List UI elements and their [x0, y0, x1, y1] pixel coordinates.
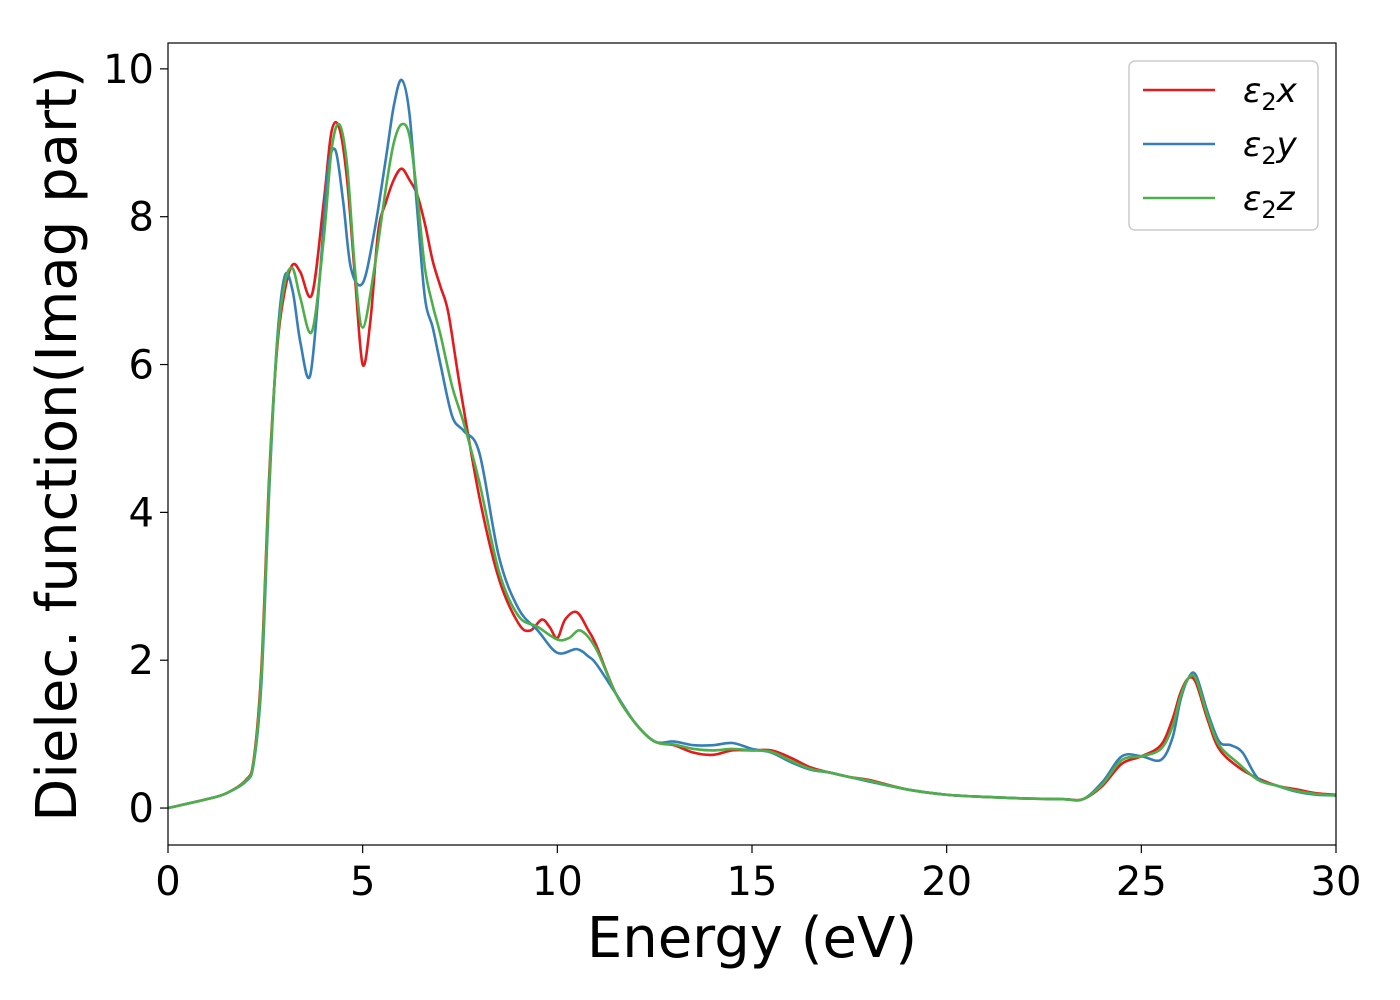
series-line-y: [167, 78, 1337, 810]
legend-label-x: ε2x: [1243, 71, 1298, 116]
y-tick-label: 2: [129, 638, 154, 684]
x-axis-ticks: 0 5 10 15 20 25 30: [155, 845, 1361, 905]
y-axis-ticks: 0 2 4 6 8 10: [103, 47, 168, 832]
series-layer: [167, 78, 1337, 810]
y-axis-label: Dielec. function(Imag part): [25, 66, 90, 822]
legend-label-y: ε2y: [1243, 125, 1298, 170]
legend-label-z: ε2z: [1243, 179, 1296, 224]
y-tick-label: 0: [129, 786, 154, 832]
x-tick-label: 0: [155, 859, 180, 905]
x-tick-label: 20: [921, 859, 972, 905]
x-tick-label: 15: [727, 859, 778, 905]
y-tick-label: 10: [103, 47, 154, 93]
plot-area: [167, 42, 1337, 846]
y-tick-label: 4: [129, 490, 154, 536]
legend-box: [1128, 60, 1319, 231]
x-axis-label: Energy (eV): [587, 906, 917, 971]
y-tick-label: 8: [129, 195, 154, 241]
y-tick-label: 6: [129, 343, 154, 389]
legend: ε2x ε2y ε2z: [1128, 60, 1319, 231]
x-tick-label: 30: [1311, 859, 1362, 905]
x-tick-label: 10: [532, 859, 583, 905]
series-line-z: [167, 122, 1337, 810]
x-tick-label: 5: [350, 859, 375, 905]
x-tick-label: 25: [1116, 859, 1167, 905]
